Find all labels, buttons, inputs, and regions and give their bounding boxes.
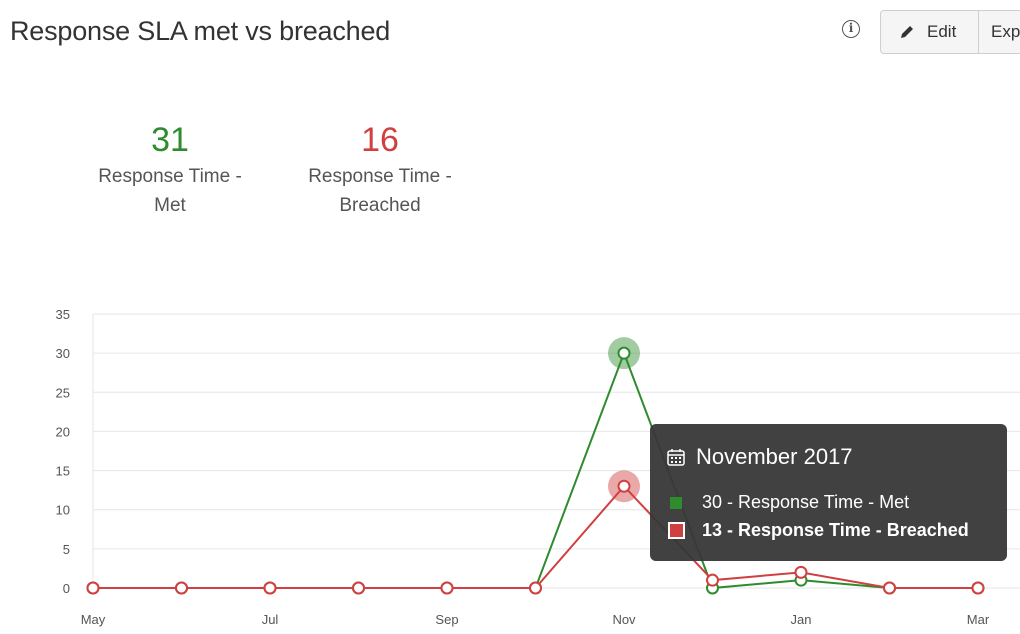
kpi-met: 31 Response Time - Met xyxy=(70,122,270,220)
kpi-met-value: 31 xyxy=(151,121,189,159)
kpi-met-label: Response Time - Met xyxy=(70,162,270,220)
edit-button[interactable]: Edit xyxy=(881,11,979,53)
tooltip-row-met: 30 - Response Time - Met xyxy=(670,492,909,513)
data-point-0 xyxy=(617,346,631,360)
kpi-breached: 16 Response Time - Breached xyxy=(280,122,480,220)
data-point-1 xyxy=(175,581,188,595)
tooltip-header: November 2017 xyxy=(666,444,853,470)
tooltip-swatch-met xyxy=(670,496,682,509)
x-tick-label: May xyxy=(81,612,106,627)
kpi-breached-label: Response Time - Breached xyxy=(280,162,480,220)
x-tick-label: Sep xyxy=(435,612,458,627)
y-tick-label: 5 xyxy=(63,542,70,557)
data-point-1 xyxy=(706,573,719,587)
line-chart: 0 5 10 15 20 25 30 35 May Jul Sep Nov Jan Mar xyxy=(56,307,1020,627)
data-point-1 xyxy=(440,581,454,595)
x-tick-label: Nov xyxy=(612,612,636,627)
x-tick-label: Mar xyxy=(967,612,990,627)
tooltip-row-breached-text: 13 - Response Time - Breached xyxy=(702,520,969,540)
data-point-1 xyxy=(529,581,542,595)
calendar-icon xyxy=(667,449,685,466)
data-point-1 xyxy=(352,581,365,595)
data-point-1 xyxy=(794,565,808,579)
kpi-breached-value: 16 xyxy=(361,121,399,159)
chart-tooltip: November 2017 30 - Response Time - Met 1… xyxy=(650,424,1007,561)
x-tick-label: Jul xyxy=(262,612,279,627)
data-point-1 xyxy=(971,581,985,595)
x-tick-label: Jan xyxy=(791,612,812,627)
y-tick-label: 30 xyxy=(56,346,70,361)
y-tick-label: 35 xyxy=(56,307,70,322)
tooltip-row-met-text: 30 - Response Time - Met xyxy=(702,492,910,512)
pencil-icon xyxy=(901,26,913,38)
kpi-met-label-line2: Met xyxy=(154,195,186,216)
tooltip-title: November 2017 xyxy=(696,444,853,469)
page-title: Response SLA met vs breached xyxy=(10,16,391,46)
y-tick-label: 15 xyxy=(56,464,70,479)
data-point-1 xyxy=(86,581,100,595)
tooltip-swatch-breached xyxy=(668,522,685,539)
tooltip-row-breached: 13 - Response Time - Breached xyxy=(668,520,969,541)
kpi-breached-label-line1: Response Time - xyxy=(308,166,452,187)
info-circle-icon[interactable]: i xyxy=(842,20,860,38)
toolbar-button-group: Edit Exp xyxy=(880,10,1020,54)
export-button[interactable]: Exp xyxy=(979,11,1020,53)
data-point-1 xyxy=(883,581,896,595)
y-tick-label: 25 xyxy=(56,385,70,400)
export-button-label: Exp xyxy=(991,22,1020,41)
data-point-1 xyxy=(263,581,277,595)
edit-button-label: Edit xyxy=(927,22,957,41)
y-tick-label: 20 xyxy=(56,424,70,439)
y-tick-label: 0 xyxy=(63,581,70,596)
y-tick-label: 10 xyxy=(56,503,70,518)
kpi-breached-label-line2: Breached xyxy=(339,195,421,216)
data-point-1 xyxy=(617,479,631,493)
kpi-met-label-line1: Response Time - xyxy=(98,166,242,187)
